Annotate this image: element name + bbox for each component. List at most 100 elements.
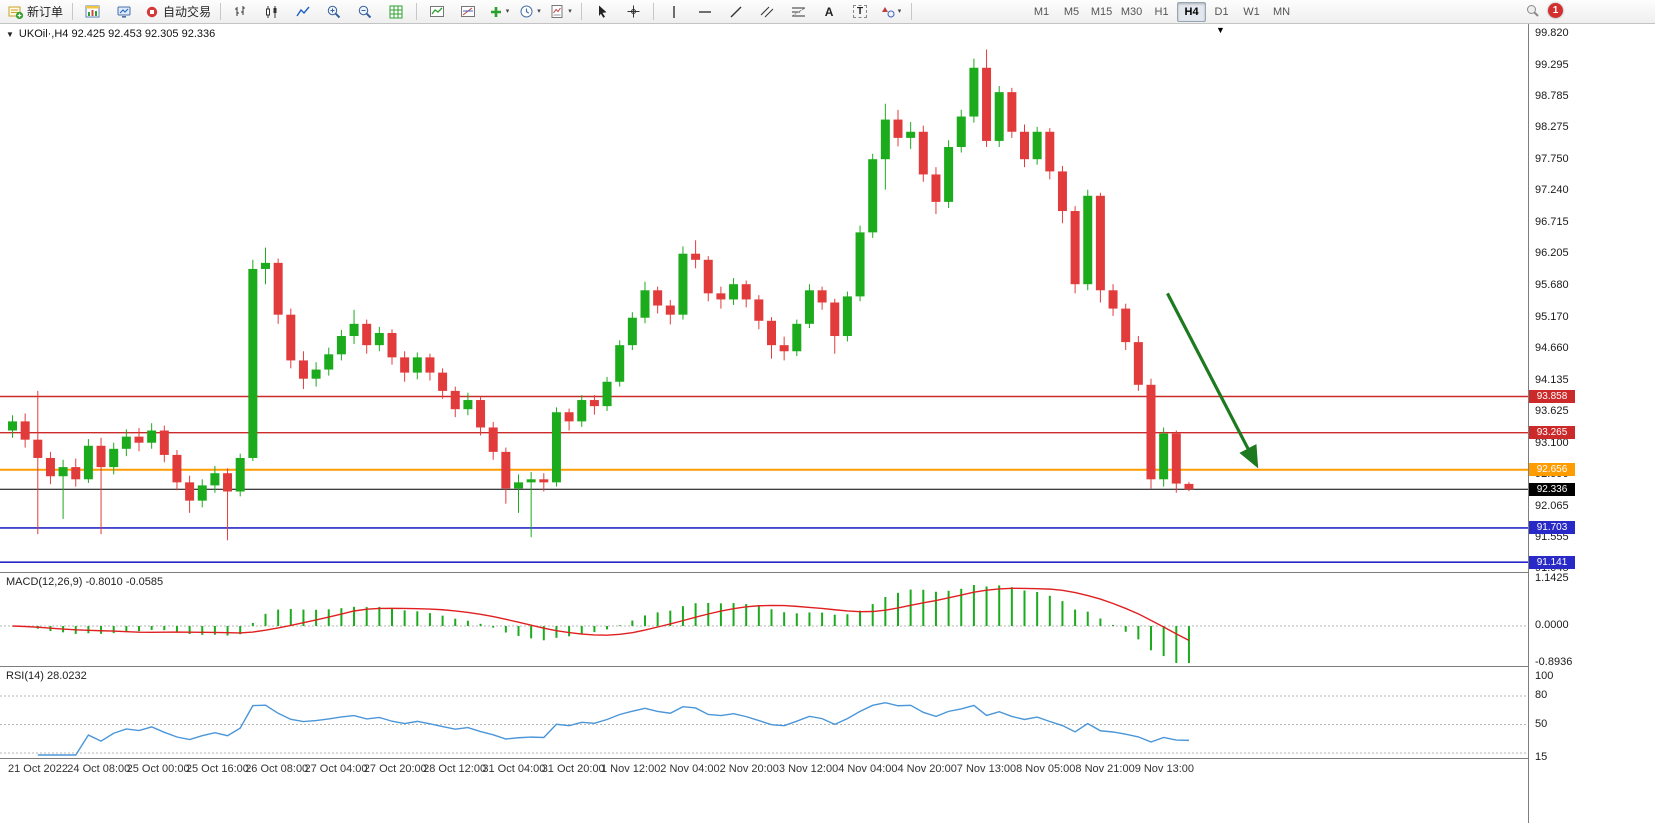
one-click-trading-toggle[interactable]: ▼ <box>6 29 14 39</box>
candle-body <box>33 439 43 458</box>
timeframe-button-d1[interactable]: D1 <box>1214 5 1229 18</box>
add-indicator-button[interactable]: ▾ <box>484 1 514 23</box>
chart-shift-marker[interactable]: ▼ <box>1216 25 1225 35</box>
timeframe-button-m30[interactable]: M30 <box>1120 5 1143 18</box>
candle-body <box>1045 131 1055 172</box>
candle-body <box>691 253 701 260</box>
rsi-line <box>37 701 1189 756</box>
candle-body <box>994 92 1004 141</box>
macd-panel[interactable]: MACD(12,26,9) -0.8010 -0.0585 <box>0 572 1528 666</box>
objects-list-button[interactable] <box>453 1 483 23</box>
rsi-axis-label: 100 <box>1535 670 1554 682</box>
zoom-in-button[interactable] <box>319 1 349 23</box>
horizontal-line-button[interactable] <box>690 1 720 23</box>
new-order-button[interactable]: 新订单 <box>4 1 67 23</box>
time-axis[interactable]: 21 Oct 2022 24 Oct 08:00 25 Oct 00:00 25 Oc… <box>0 758 1528 781</box>
text-label-button[interactable]: T <box>845 1 875 23</box>
time-axis-label: 25 Oct 16:00 <box>185 763 249 775</box>
candle-body <box>185 482 195 501</box>
trendline-button[interactable] <box>721 1 751 23</box>
time-axis-label: 2 Nov 04:00 <box>660 763 720 775</box>
candlestick-icon <box>264 4 280 20</box>
zoom-out-button[interactable] <box>350 1 380 23</box>
candle-body <box>1070 211 1080 285</box>
candlestick-chart[interactable] <box>0 24 1528 572</box>
chevron-down-icon: ▾ <box>568 8 572 15</box>
timeframe-button-h1[interactable]: H1 <box>1154 5 1169 18</box>
price-axis-label: 92.065 <box>1535 499 1569 512</box>
toolbar: 新订单 自动交易 <box>0 0 1655 24</box>
rsi-axis-label: 50 <box>1535 717 1548 730</box>
price-axis[interactable]: 93.858 93.265 92.656 92.336 91.703 91.141 99.8… <box>1528 24 1655 823</box>
rsi-indicator-label: RSI(14) 28.0232 <box>6 670 87 682</box>
candle-body <box>374 332 384 346</box>
toolbar-separator <box>220 3 222 20</box>
indicators-window-button[interactable] <box>422 1 452 23</box>
candle-body <box>488 427 498 452</box>
candle-body <box>501 451 511 489</box>
time-axis-label: 24 Oct 08:00 <box>67 763 131 775</box>
chart-area: ▼ UKOil·,H4 92.425 92.453 92.305 92.336 … <box>0 24 1655 823</box>
auto-trading-icon <box>144 4 160 20</box>
time-axis-label: 8 Nov 05:00 <box>1016 763 1076 775</box>
candle-body <box>1133 342 1143 385</box>
candlestick-type-button[interactable] <box>257 1 287 23</box>
timeframe-button-h4[interactable]: H4 <box>1177 1 1207 22</box>
price-axis-label: 94.135 <box>1535 373 1569 386</box>
price-axis-label: 96.715 <box>1535 216 1569 229</box>
timeframe-button-w1[interactable]: W1 <box>1243 5 1260 18</box>
line-chart-type-button[interactable] <box>288 1 318 23</box>
candle-body <box>653 290 663 306</box>
new-chart-icon <box>85 4 101 20</box>
cursor-button[interactable] <box>587 1 617 23</box>
timeframe-button-mn[interactable]: MN <box>1272 5 1291 18</box>
rsi-panel[interactable]: RSI(14) 28.0232 <box>0 666 1528 758</box>
timeframe-button-m15[interactable]: M15 <box>1090 5 1113 18</box>
crosshair-button[interactable] <box>618 1 648 23</box>
price-tag-93.858: 93.858 <box>1529 390 1575 403</box>
timeframe-button-m1[interactable]: M1 <box>1033 5 1050 18</box>
candle-body <box>134 436 144 443</box>
bar-chart-type-button[interactable] <box>226 1 256 23</box>
price-tag-91.703: 91.703 <box>1529 521 1575 535</box>
fibonacci-button[interactable] <box>783 1 813 23</box>
periods-button[interactable]: ▾ <box>515 1 545 23</box>
profiles-icon <box>116 4 132 20</box>
macd-signal-line <box>12 587 1190 642</box>
candle-body <box>210 473 220 486</box>
new-chart-button[interactable] <box>78 1 108 23</box>
candle-body <box>273 262 283 315</box>
macd-axis-label: 0.0000 <box>1535 619 1569 631</box>
main-chart-panel[interactable]: ▼ UKOil·,H4 92.425 92.453 92.305 92.336 … <box>0 24 1528 572</box>
zoom-out-icon <box>357 4 373 20</box>
toolbar-separator <box>653 3 655 20</box>
candle-body <box>286 314 296 361</box>
grid-button[interactable] <box>381 1 411 23</box>
profiles-button[interactable] <box>109 1 139 23</box>
candle-body <box>121 436 131 449</box>
candle-body <box>589 400 599 407</box>
time-axis-label: 27 Oct 20:00 <box>363 763 427 775</box>
time-axis-label: 9 Nov 13:00 <box>1134 763 1195 775</box>
timeframe-button-m5[interactable]: M5 <box>1063 5 1080 18</box>
equidistant-channel-button[interactable] <box>752 1 782 23</box>
trend-arrow-annotation[interactable] <box>1166 292 1259 469</box>
trendline-icon <box>729 5 743 19</box>
macd-indicator-label: MACD(12,26,9) -0.8010 -0.0585 <box>6 576 164 588</box>
candle-body <box>615 345 625 382</box>
vertical-line-button[interactable] <box>659 1 689 23</box>
candle-body <box>918 131 928 175</box>
text-button[interactable]: A <box>814 1 844 23</box>
auto-trading-button[interactable]: 自动交易 <box>140 1 215 23</box>
notification-badge[interactable]: 1 <box>1548 3 1563 18</box>
candle-body <box>627 317 637 346</box>
arrows-dropdown-button[interactable]: ▾ <box>876 1 906 23</box>
toolbar-separator <box>416 3 418 20</box>
candle-body <box>564 412 574 422</box>
search-icon[interactable] <box>1525 3 1540 18</box>
bar-chart-icon <box>233 4 249 20</box>
candle-body <box>880 119 890 160</box>
templates-button[interactable]: ▾ <box>546 1 576 23</box>
candle-body <box>956 116 966 148</box>
auto-trading-label: 自动交易 <box>163 5 212 19</box>
